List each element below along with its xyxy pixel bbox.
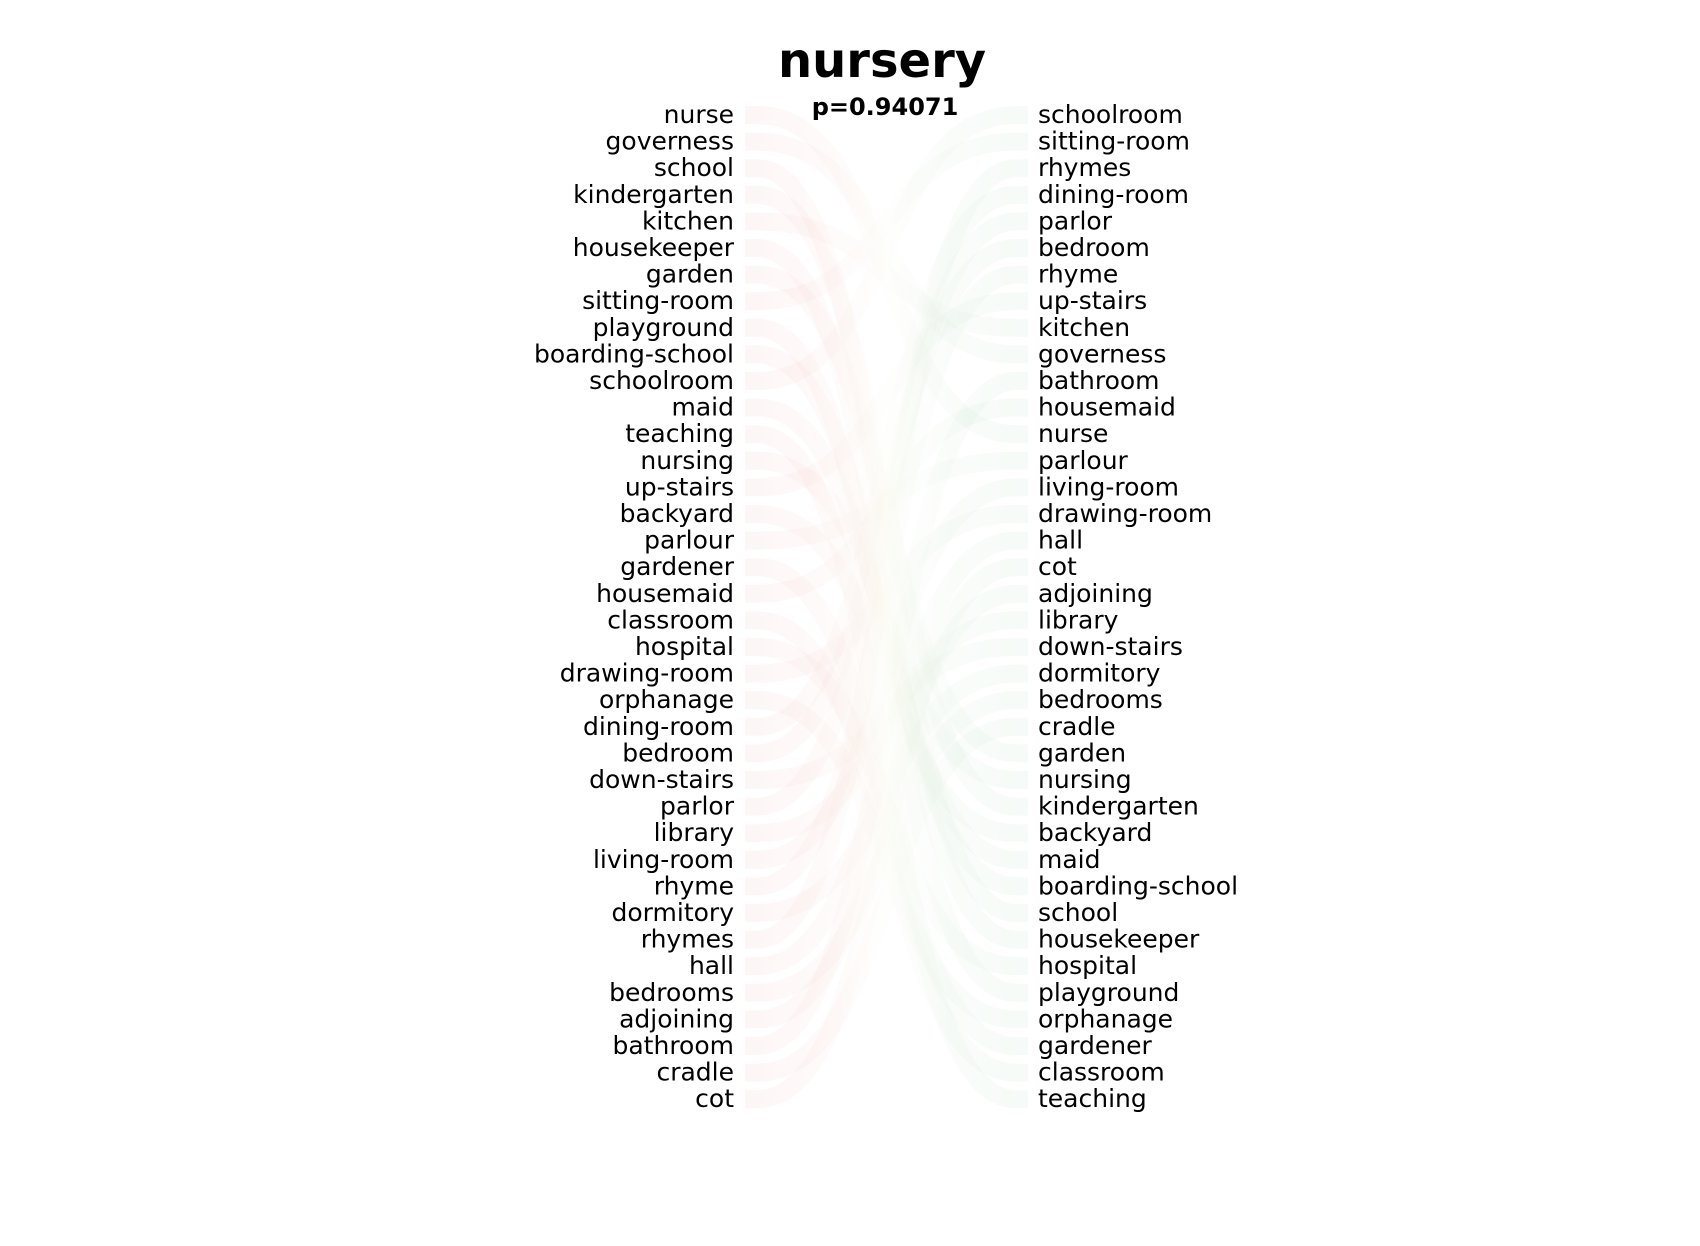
right-label: maid [1038, 845, 1101, 874]
left-label: hall [689, 951, 734, 980]
left-label: governess [606, 127, 734, 156]
left-label: down-stairs [589, 765, 734, 794]
right-label: hospital [1038, 951, 1137, 980]
right-label: gardener [1038, 1031, 1153, 1060]
left-label: bedrooms [609, 978, 734, 1007]
right-label: housemaid [1038, 393, 1176, 422]
right-label: bedrooms [1038, 685, 1163, 714]
right-ranking-labels: schoolroomsitting-roomrhymesdining-roomp… [1038, 100, 1238, 1113]
right-label: teaching [1038, 1084, 1147, 1113]
connection-band [745, 212, 1028, 337]
connection-band [745, 159, 1028, 949]
connection-bands [745, 106, 1028, 1109]
right-label: garden [1038, 738, 1126, 767]
right-label: parlor [1038, 206, 1113, 235]
connection-band [745, 558, 1028, 1109]
right-label: nursing [1038, 765, 1132, 794]
right-label: cot [1038, 552, 1077, 581]
right-label: schoolroom [1038, 100, 1183, 129]
left-label: cradle [656, 1058, 734, 1087]
left-label: up-stairs [625, 472, 734, 501]
connection-band [745, 106, 1028, 390]
right-label: bedroom [1038, 233, 1150, 262]
left-label: cot [695, 1084, 734, 1113]
left-label: adjoining [619, 1004, 734, 1033]
left-label: maid [672, 393, 735, 422]
chart-title: nursery [778, 33, 986, 89]
left-label: kindergarten [573, 180, 734, 209]
left-label: hospital [635, 632, 734, 661]
right-label: housekeeper [1038, 925, 1200, 954]
right-label: hall [1038, 526, 1083, 555]
left-label: rhyme [654, 871, 734, 900]
left-label: dining-room [583, 712, 734, 741]
right-label: down-stairs [1038, 632, 1183, 661]
right-label: sitting-room [1038, 127, 1190, 156]
right-label: playground [1038, 978, 1179, 1007]
left-label: nurse [664, 100, 734, 129]
right-label: boarding-school [1038, 871, 1238, 900]
left-label: nursing [640, 446, 734, 475]
right-label: rhyme [1038, 260, 1118, 289]
left-label: gardener [620, 552, 735, 581]
left-label: school [654, 153, 734, 182]
right-label: cradle [1038, 712, 1116, 741]
left-label: sitting-room [582, 286, 734, 315]
right-label: orphanage [1038, 1004, 1173, 1033]
right-label: bathroom [1038, 366, 1160, 395]
right-label: drawing-room [1038, 499, 1212, 528]
left-label: boarding-school [534, 339, 734, 368]
left-label: bedroom [622, 738, 734, 767]
left-label: parlor [660, 792, 735, 821]
right-label: classroom [1038, 1058, 1165, 1087]
right-label: backyard [1038, 818, 1152, 847]
right-label: up-stairs [1038, 286, 1147, 315]
left-label: bathroom [612, 1031, 734, 1060]
right-label: library [1038, 605, 1119, 634]
left-label: living-room [593, 845, 734, 874]
right-label: kitchen [1038, 313, 1130, 342]
connection-band [745, 132, 1028, 311]
right-label: dormitory [1038, 659, 1161, 688]
right-label: nurse [1038, 419, 1108, 448]
right-label: kindergarten [1038, 792, 1199, 821]
right-label: governess [1038, 339, 1166, 368]
right-label: rhymes [1038, 153, 1131, 182]
right-label: parlour [1038, 446, 1129, 475]
left-label: orphanage [599, 685, 734, 714]
left-label: garden [646, 260, 734, 289]
chart-subtitle: p=0.94071 [812, 93, 959, 121]
left-ranking-labels: nursegovernessschoolkindergartenkitchenh… [534, 100, 735, 1113]
left-label: backyard [620, 499, 734, 528]
connection-band [745, 717, 1028, 1082]
left-label: dormitory [612, 898, 735, 927]
left-label: classroom [607, 605, 734, 634]
right-label: living-room [1038, 472, 1179, 501]
left-label: playground [593, 313, 734, 342]
left-label: library [654, 818, 735, 847]
left-label: housekeeper [573, 233, 735, 262]
right-label: dining-room [1038, 180, 1189, 209]
left-label: parlour [644, 526, 735, 555]
left-label: rhymes [641, 925, 734, 954]
left-label: schoolroom [589, 366, 734, 395]
left-label: teaching [625, 419, 734, 448]
right-label: adjoining [1038, 579, 1153, 608]
left-label: drawing-room [560, 659, 734, 688]
right-label: school [1038, 898, 1118, 927]
left-label: housemaid [596, 579, 734, 608]
left-label: kitchen [642, 206, 734, 235]
connection-band [745, 372, 1028, 1055]
